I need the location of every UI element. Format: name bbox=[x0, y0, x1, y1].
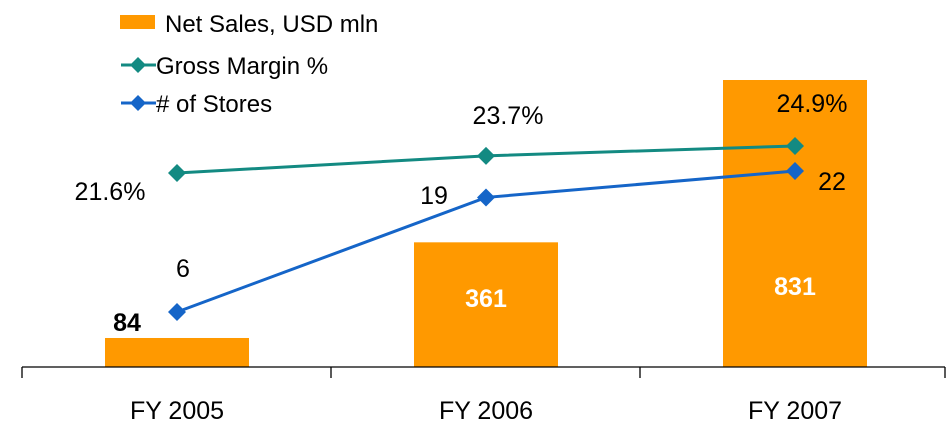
gross-margin-point-fy-2007 bbox=[786, 137, 804, 155]
lines-layer bbox=[168, 137, 804, 321]
bar-fy-2006 bbox=[414, 242, 558, 367]
stores-label-fy-2006: 19 bbox=[420, 182, 448, 210]
x-tick-label-fy-2005: FY 2005 bbox=[130, 397, 224, 425]
gross-margin-label-fy-2006: 23.7% bbox=[473, 102, 544, 130]
gross-margin-label-fy-2007: 24.9% bbox=[777, 90, 848, 118]
stores-point-fy-2007 bbox=[786, 162, 804, 180]
net-sales-label-fy-2006: 361 bbox=[465, 285, 507, 313]
stores-label-fy-2007: 22 bbox=[818, 168, 846, 196]
net-sales-label-fy-2005: 84 bbox=[113, 309, 141, 337]
gross-margin-point-fy-2006 bbox=[477, 146, 495, 165]
bar-fy-2005 bbox=[105, 337, 249, 367]
legend-marker-stores bbox=[130, 95, 146, 111]
legend-label-net-sales: Net Sales, USD mln bbox=[165, 11, 378, 38]
stores-point-fy-2006 bbox=[477, 188, 495, 207]
gross-margin-point-fy-2005 bbox=[168, 164, 186, 182]
bars-layer bbox=[105, 80, 867, 367]
stores-label-fy-2005: 6 bbox=[176, 255, 190, 283]
net-sales-label-fy-2007: 831 bbox=[774, 273, 816, 301]
data-labels-layer: 84 361 831 21.6% 23.7% 24.9% 6 19 22 bbox=[75, 90, 848, 337]
stores-point-fy-2005 bbox=[168, 303, 186, 321]
x-tick-label-fy-2007: FY 2007 bbox=[748, 397, 842, 425]
bar-fy-2007 bbox=[723, 80, 867, 367]
gross-margin-label-fy-2005: 21.6% bbox=[75, 178, 146, 206]
legend: Net Sales, USD mln Gross Margin % # of Sto… bbox=[120, 11, 378, 118]
legend-label-gross-margin: Gross Margin % bbox=[156, 53, 328, 80]
legend-label-stores: # of Stores bbox=[156, 91, 272, 118]
legend-swatch-net-sales bbox=[120, 15, 155, 29]
x-tick-label-fy-2006: FY 2006 bbox=[439, 397, 533, 425]
legend-marker-gross-margin bbox=[130, 57, 146, 73]
x-axis-ticks: FY 2005 FY 2006 FY 2007 bbox=[21, 367, 946, 425]
